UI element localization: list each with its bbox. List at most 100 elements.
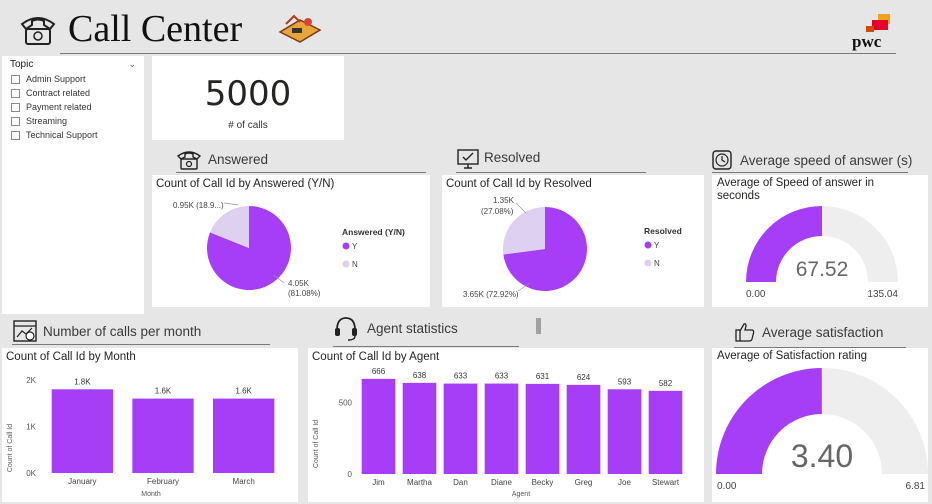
speed-section-title: Average speed of answer (s) — [740, 153, 913, 168]
bar-becky[interactable] — [525, 383, 560, 474]
x-axis-label: Agent — [512, 491, 530, 498]
answered-pie-visual[interactable]: Count of Call Id by Answered (Y/N) 0.95K… — [152, 175, 430, 307]
slicer-item[interactable]: Admin Support — [11, 72, 144, 86]
agent-chart-title: Count of Call Id by Agent — [312, 351, 440, 363]
speed-gauge-value: 67.52 — [796, 258, 849, 281]
checkbox[interactable] — [11, 74, 20, 84]
bar-diane[interactable] — [484, 383, 519, 474]
answered-n-label: 0.95K (18.9...) — [173, 201, 224, 210]
speed-gauge-visual[interactable]: Average of Speed of answer in seconds 67… — [712, 175, 928, 307]
agent-bar-svg: Count of Call Id by Agent Count of Call … — [312, 351, 683, 498]
bar-joe[interactable] — [607, 389, 642, 474]
checkbox[interactable] — [11, 102, 20, 112]
resolved-legend-title: Resolved — [644, 226, 682, 236]
satisfaction-gauge-min: 0.00 — [717, 481, 737, 492]
satisfaction-gauge-svg: 3.40 0.00 6.81 — [716, 368, 928, 492]
answered-pie-svg: 0.95K (18.9...) 4.05K (81.08%) Answered … — [173, 201, 405, 298]
slicer-item[interactable]: Payment related — [11, 100, 144, 114]
resolved-divider — [456, 172, 646, 173]
y-tick-label: 0 — [348, 470, 353, 479]
clock-icon — [712, 150, 732, 170]
thumbs-up-icon — [734, 321, 756, 343]
chevron-down-icon[interactable]: ⌄ — [128, 59, 136, 69]
header-bar — [0, 0, 932, 54]
pwc-logo-text: pwc — [852, 32, 882, 51]
satisfaction-gauge-title: Average of Satisfaction rating — [717, 350, 868, 362]
data-label: 593 — [618, 377, 632, 386]
data-label: 1.6K — [155, 387, 172, 396]
slicer-item[interactable]: Contract related — [11, 86, 144, 100]
resolved-n-pct: (27.08%) — [481, 207, 514, 216]
leader-line — [273, 274, 285, 284]
y-axis-label: Count of Call Id — [313, 420, 320, 468]
leader-line — [515, 202, 527, 214]
answered-section-icon — [176, 147, 202, 171]
speed-gauge-title-1: Average of Speed of answer in — [717, 177, 875, 189]
satisfaction-section-title: Average satisfaction — [762, 325, 884, 340]
data-label: 633 — [454, 372, 468, 381]
data-label: 1.8K — [74, 377, 91, 386]
x-tick-label: March — [233, 477, 255, 486]
pie-slice-n[interactable] — [210, 206, 249, 248]
bar-stewart[interactable] — [648, 390, 683, 474]
call-center-illustration-icon — [278, 12, 322, 46]
x-axis-label: Month — [141, 491, 161, 498]
x-tick-label: Diane — [491, 478, 512, 487]
x-tick-label: Joe — [618, 478, 631, 487]
data-label: 638 — [413, 371, 427, 380]
page-title: Call Center — [68, 8, 243, 50]
y-tick-label: 500 — [339, 399, 353, 408]
kpi-value: 5000 — [204, 74, 292, 114]
month-bar-visual[interactable]: Count of Call Id by Month Count of Call … — [2, 348, 298, 502]
satisfaction-gauge-visual[interactable]: Average of Satisfaction rating 3.40 0.00… — [712, 348, 928, 502]
checkbox[interactable] — [11, 130, 20, 140]
legend-label-n: N — [352, 260, 358, 269]
bar-february[interactable] — [132, 398, 194, 473]
resolved-section-title: Resolved — [484, 150, 541, 165]
topic-slicer[interactable]: Topic ⌄ Admin Support Contract related P… — [2, 56, 144, 314]
bar-jim[interactable] — [361, 378, 396, 474]
gauge-fill — [746, 206, 822, 282]
agent-divider — [333, 346, 519, 347]
data-label: 624 — [577, 373, 591, 382]
x-tick-label: Greg — [575, 478, 593, 487]
pwc-logo: pwc — [850, 14, 910, 54]
agent-bar-visual[interactable]: Count of Call Id by Agent Count of Call … — [308, 348, 704, 502]
kpi-label: # of calls — [228, 120, 268, 131]
gauge-fill — [716, 368, 822, 474]
x-tick-label: Becky — [532, 478, 554, 487]
pie-slice-y[interactable] — [503, 207, 587, 291]
resolved-pie-visual[interactable]: Count of Call Id by Resolved 1.35K (27.0… — [442, 175, 704, 307]
calendar-chart-icon — [12, 318, 38, 344]
bar-march[interactable] — [213, 398, 275, 473]
leader-line — [517, 282, 531, 292]
data-label: 631 — [536, 372, 550, 381]
bar-january[interactable] — [51, 389, 113, 473]
month-bar-svg: Count of Call Id by Month Count of Call … — [6, 351, 275, 498]
scroll-handle[interactable] — [536, 318, 541, 334]
checkbox[interactable] — [11, 116, 20, 126]
per-month-section-title: Number of calls per month — [43, 324, 202, 339]
pie-slice-n[interactable] — [503, 207, 545, 255]
bar-greg[interactable] — [566, 384, 601, 474]
slicer-item[interactable]: Streaming — [11, 114, 144, 128]
legend-dot-n — [342, 260, 350, 268]
answered-legend-title: Answered (Y/N) — [342, 227, 405, 237]
slicer-item[interactable]: Technical Support — [11, 128, 144, 142]
phone-icon — [18, 10, 58, 48]
checkbox[interactable] — [11, 88, 20, 98]
data-label: 666 — [372, 367, 386, 376]
bar-martha[interactable] — [402, 382, 437, 474]
bar-dan[interactable] — [443, 383, 478, 474]
satisfaction-gauge-value: 3.40 — [791, 438, 853, 474]
legend-dot-y — [342, 242, 350, 250]
kpi-card: 5000 # of calls — [152, 56, 344, 140]
answered-y-pct: (81.08%) — [288, 289, 321, 298]
month-chart-title: Count of Call Id by Month — [6, 351, 136, 363]
speed-divider — [712, 172, 908, 173]
legend-dot-y — [644, 241, 652, 249]
y-tick-label: 2K — [26, 376, 36, 385]
satisfaction-divider — [734, 347, 906, 348]
x-tick-label: Dan — [453, 478, 468, 487]
data-label: 633 — [495, 372, 509, 381]
